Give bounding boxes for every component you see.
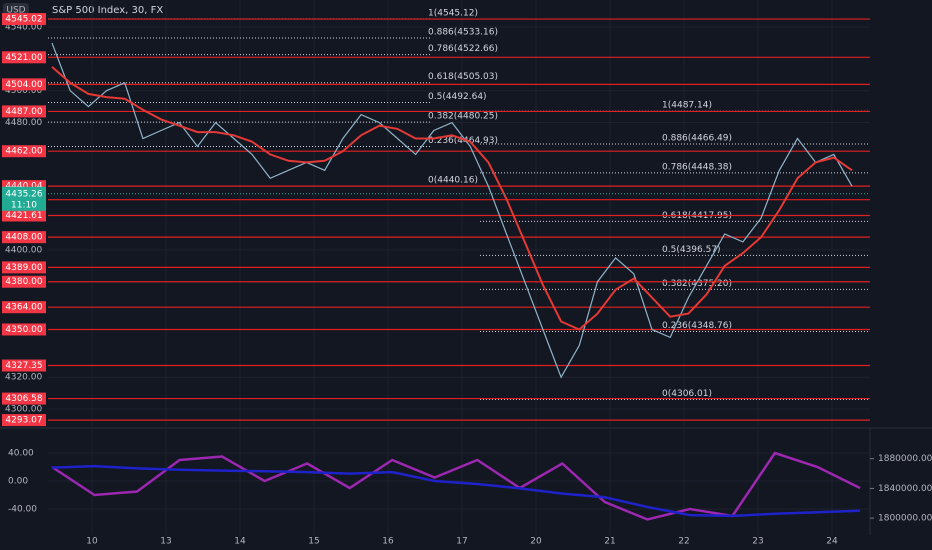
fib-label: 0.236(4464.93) xyxy=(428,136,498,146)
fib-label: 0.382(4375.20) xyxy=(662,279,732,289)
level-badge xyxy=(2,392,46,405)
x-tick-label: 20 xyxy=(530,537,542,547)
level-label: 4293.07 xyxy=(5,416,42,426)
y-tick-label: 4540.00 xyxy=(5,23,42,33)
level-badge xyxy=(2,105,46,118)
fib-label: 0.786(4448.38) xyxy=(662,162,732,172)
left-axis xyxy=(0,0,48,550)
x-tick-label: 23 xyxy=(752,537,763,547)
level-label: 4440.04 xyxy=(5,182,42,192)
level-label: 4487.00 xyxy=(5,107,42,117)
level-badge xyxy=(2,414,46,427)
level-badge xyxy=(2,231,46,244)
level-badge xyxy=(2,301,46,314)
fib-label: 0(4306.01) xyxy=(662,389,712,399)
level-label: 4389.00 xyxy=(5,263,42,273)
y-tick-label: 4300.00 xyxy=(5,405,42,415)
y-tick-label: 4500.00 xyxy=(5,86,42,96)
level-badge xyxy=(2,323,46,336)
y-tick-label: 4400.00 xyxy=(5,245,42,255)
fib-label: 0.382(4480.25) xyxy=(428,112,498,122)
fib-label: 0.886(4466.49) xyxy=(662,134,732,144)
fib-label: 0.5(4492.64) xyxy=(428,92,487,102)
price-line xyxy=(51,42,853,379)
y-tick-label: 40.00 xyxy=(8,448,34,458)
x-tick-label: 16 xyxy=(382,537,394,547)
fib-label: 0(4440.16) xyxy=(428,175,478,185)
x-tick-label: 14 xyxy=(234,537,246,547)
level-label: 4521.00 xyxy=(5,53,42,63)
y-tick-label: 0.00 xyxy=(8,476,28,486)
level-badge xyxy=(2,51,46,64)
y-tick-label: 4480.00 xyxy=(5,118,42,128)
chart-title: S&P 500 Index, 30, FX xyxy=(52,5,163,16)
x-tick-label: 13 xyxy=(160,537,171,547)
level-label: 4462.00 xyxy=(5,147,42,157)
level-badge xyxy=(2,145,46,158)
level-label: 4306.58 xyxy=(5,394,42,404)
level-badge xyxy=(2,275,46,288)
level-label: 4350.00 xyxy=(5,325,42,335)
moving-average xyxy=(51,66,853,331)
last-price-badge xyxy=(2,186,46,211)
last-price: 4435.26 xyxy=(5,189,42,199)
x-tick-label: 24 xyxy=(826,537,838,547)
fib-label: 0.886(4533.16) xyxy=(428,27,498,37)
level-badge xyxy=(2,13,46,26)
fib-label: 1(4545.12) xyxy=(428,8,478,18)
level-label: 4380.00 xyxy=(5,277,42,287)
level-badge xyxy=(2,359,46,372)
level-label: 4364.00 xyxy=(5,303,42,313)
y2-tick-label: 1840000.00 xyxy=(878,484,932,494)
level-label: 4545.02 xyxy=(5,15,42,25)
y2-tick-label: 1800000.00 xyxy=(878,514,932,524)
x-tick-label: 17 xyxy=(456,537,467,547)
x-tick-label: 22 xyxy=(678,537,689,547)
x-tick-label: 21 xyxy=(604,537,615,547)
level-label: 4408.00 xyxy=(5,233,42,243)
y-tick-label: -40.00 xyxy=(8,504,37,514)
fib-label: 0.786(4522.66) xyxy=(428,44,498,54)
x-tick-label: 15 xyxy=(308,537,319,547)
level-label: 4504.00 xyxy=(5,80,42,90)
level-label: 4327.35 xyxy=(5,361,42,371)
x-tick-label: 10 xyxy=(86,537,98,547)
fib-label: 0.236(4348.76) xyxy=(662,321,732,331)
currency: USD xyxy=(6,6,25,16)
fib-label: 1(4487.14) xyxy=(662,101,712,111)
level-badge xyxy=(2,209,46,222)
level-badge xyxy=(2,78,46,91)
level-label: 4421.61 xyxy=(5,211,42,221)
fib-label: 0.618(4505.03) xyxy=(428,72,498,82)
y-tick-label: 4320.00 xyxy=(5,373,42,383)
oscillator-line xyxy=(51,464,861,518)
fib-label: 0.5(4396.57) xyxy=(662,245,721,255)
y2-tick-label: 1880000.00 xyxy=(878,454,932,464)
last-price-time: 11:10 xyxy=(11,200,37,210)
level-badge xyxy=(2,261,46,274)
